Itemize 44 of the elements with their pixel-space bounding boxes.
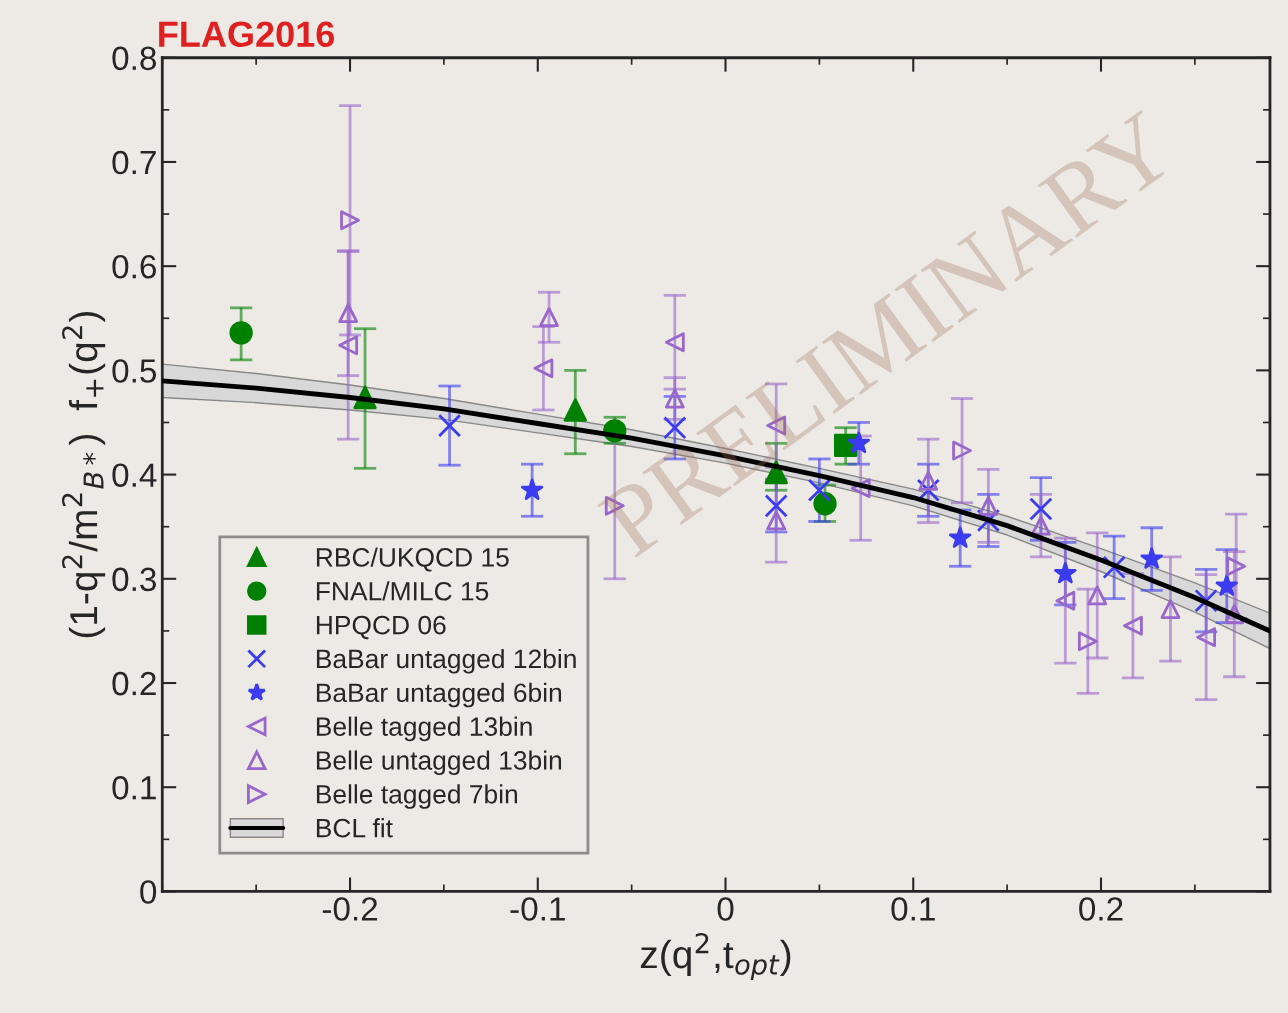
y-tick-label: 0.5: [112, 359, 157, 383]
x-tick-label: -0.2: [322, 897, 378, 921]
point: [1123, 615, 1143, 636]
x-tick-label: 0.2: [1079, 897, 1123, 921]
legend-label: FNAL/MILC 15: [316, 581, 489, 601]
point: [1054, 561, 1077, 584]
point: [1215, 574, 1238, 596]
point: [520, 478, 544, 500]
y-tick-label: 0.8: [112, 46, 156, 71]
y-tick-label: 0.3: [112, 567, 156, 592]
y-tick-label: 0.1: [112, 776, 156, 800]
point: [437, 413, 462, 438]
x-axis-title: z(q$^{2}$,t$_{opt}$): [640, 932, 791, 981]
x-tick-label: 0.1: [891, 897, 935, 921]
x-tick-label: -0.1: [510, 897, 565, 921]
point: [539, 307, 559, 328]
legend-label: RBC/UKQCD 15: [316, 547, 509, 572]
legend-label: BCL fit: [316, 818, 393, 838]
legend-label: BaBar untagged 6bin: [316, 682, 562, 708]
legend-label: Belle tagged 13bin: [316, 716, 532, 742]
y-tick-label: 0.2: [112, 671, 156, 696]
point: [229, 321, 253, 345]
point: [338, 303, 359, 323]
y-tick-label: 0.6: [112, 254, 156, 279]
legend-label: HPQCD 06: [316, 615, 446, 640]
point: [1087, 585, 1108, 606]
point: [1196, 627, 1217, 648]
y-tick-label: 0.7: [112, 150, 156, 175]
chart-title: FLAG2016: [159, 21, 335, 47]
point: [1077, 631, 1098, 652]
point: [1226, 556, 1247, 577]
point: [1160, 599, 1181, 619]
point: [533, 358, 554, 379]
legend-label: Belle tagged 7bin: [316, 784, 518, 809]
point: [340, 210, 360, 231]
y-tick-label: 0: [140, 880, 157, 904]
point: [338, 335, 359, 356]
x-tick-label: 0: [717, 897, 734, 921]
point: [1055, 590, 1076, 611]
text: (1-q$^{2}$/m$^{2}$$_{B*}$) f$_{+}$(q$^{2}$): [61, 312, 106, 638]
point: [563, 398, 588, 422]
legend-label: BaBar untagged 12bin: [316, 648, 576, 674]
y-tick-label: 0.4: [112, 463, 157, 487]
legend-label: Belle untagged 13bin: [316, 750, 562, 776]
